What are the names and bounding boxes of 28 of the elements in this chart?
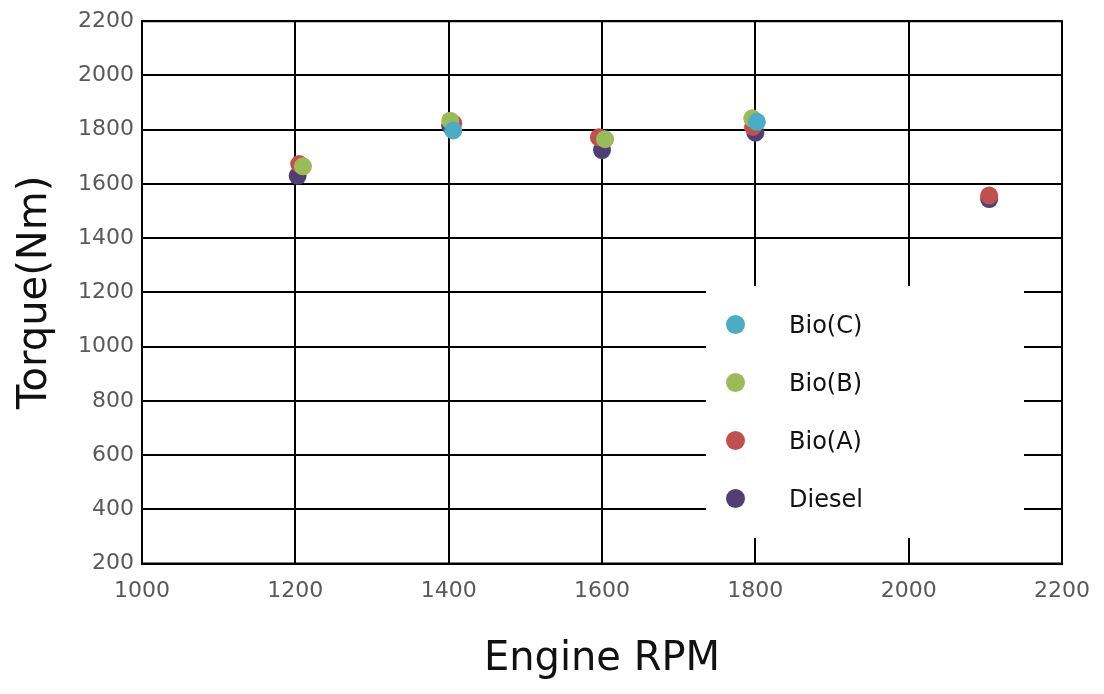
point bbox=[596, 130, 615, 149]
x-tick-label: 2000 bbox=[880, 576, 937, 602]
y-tick-label: 1600 bbox=[77, 169, 134, 195]
legend-label: Bio(C) bbox=[789, 310, 863, 339]
x-tick-label: 1800 bbox=[727, 576, 784, 602]
x-tick-label: 1000 bbox=[113, 576, 170, 602]
y-tick-label: 400 bbox=[91, 495, 134, 521]
x-tick-label: 2200 bbox=[1034, 576, 1091, 602]
y-tick-label: 1400 bbox=[77, 223, 134, 249]
x-axis-title: Engine RPM bbox=[483, 633, 721, 680]
y-tick-label: 200 bbox=[91, 549, 134, 575]
legend-label: Diesel bbox=[789, 484, 863, 513]
y-tick-label: 1800 bbox=[77, 115, 134, 141]
y-tick-label: 1200 bbox=[77, 278, 134, 304]
x-tick-label: 1400 bbox=[420, 576, 477, 602]
x-tick-label: 1600 bbox=[574, 576, 630, 602]
legend-label: Bio(A) bbox=[789, 426, 862, 455]
y-tick-label: 1000 bbox=[77, 332, 134, 358]
point bbox=[444, 121, 463, 140]
y-axis-title: Torque(Nm) bbox=[9, 175, 56, 411]
point bbox=[980, 186, 999, 205]
x-tick-label: 1200 bbox=[267, 576, 324, 602]
y-tick-label: 2000 bbox=[77, 61, 134, 87]
y-tick-label: 2200 bbox=[77, 6, 134, 32]
point bbox=[747, 112, 766, 131]
y-tick-label: 600 bbox=[91, 440, 134, 466]
y-tick-label: 800 bbox=[91, 386, 134, 412]
legend-label: Bio(B) bbox=[789, 368, 863, 397]
